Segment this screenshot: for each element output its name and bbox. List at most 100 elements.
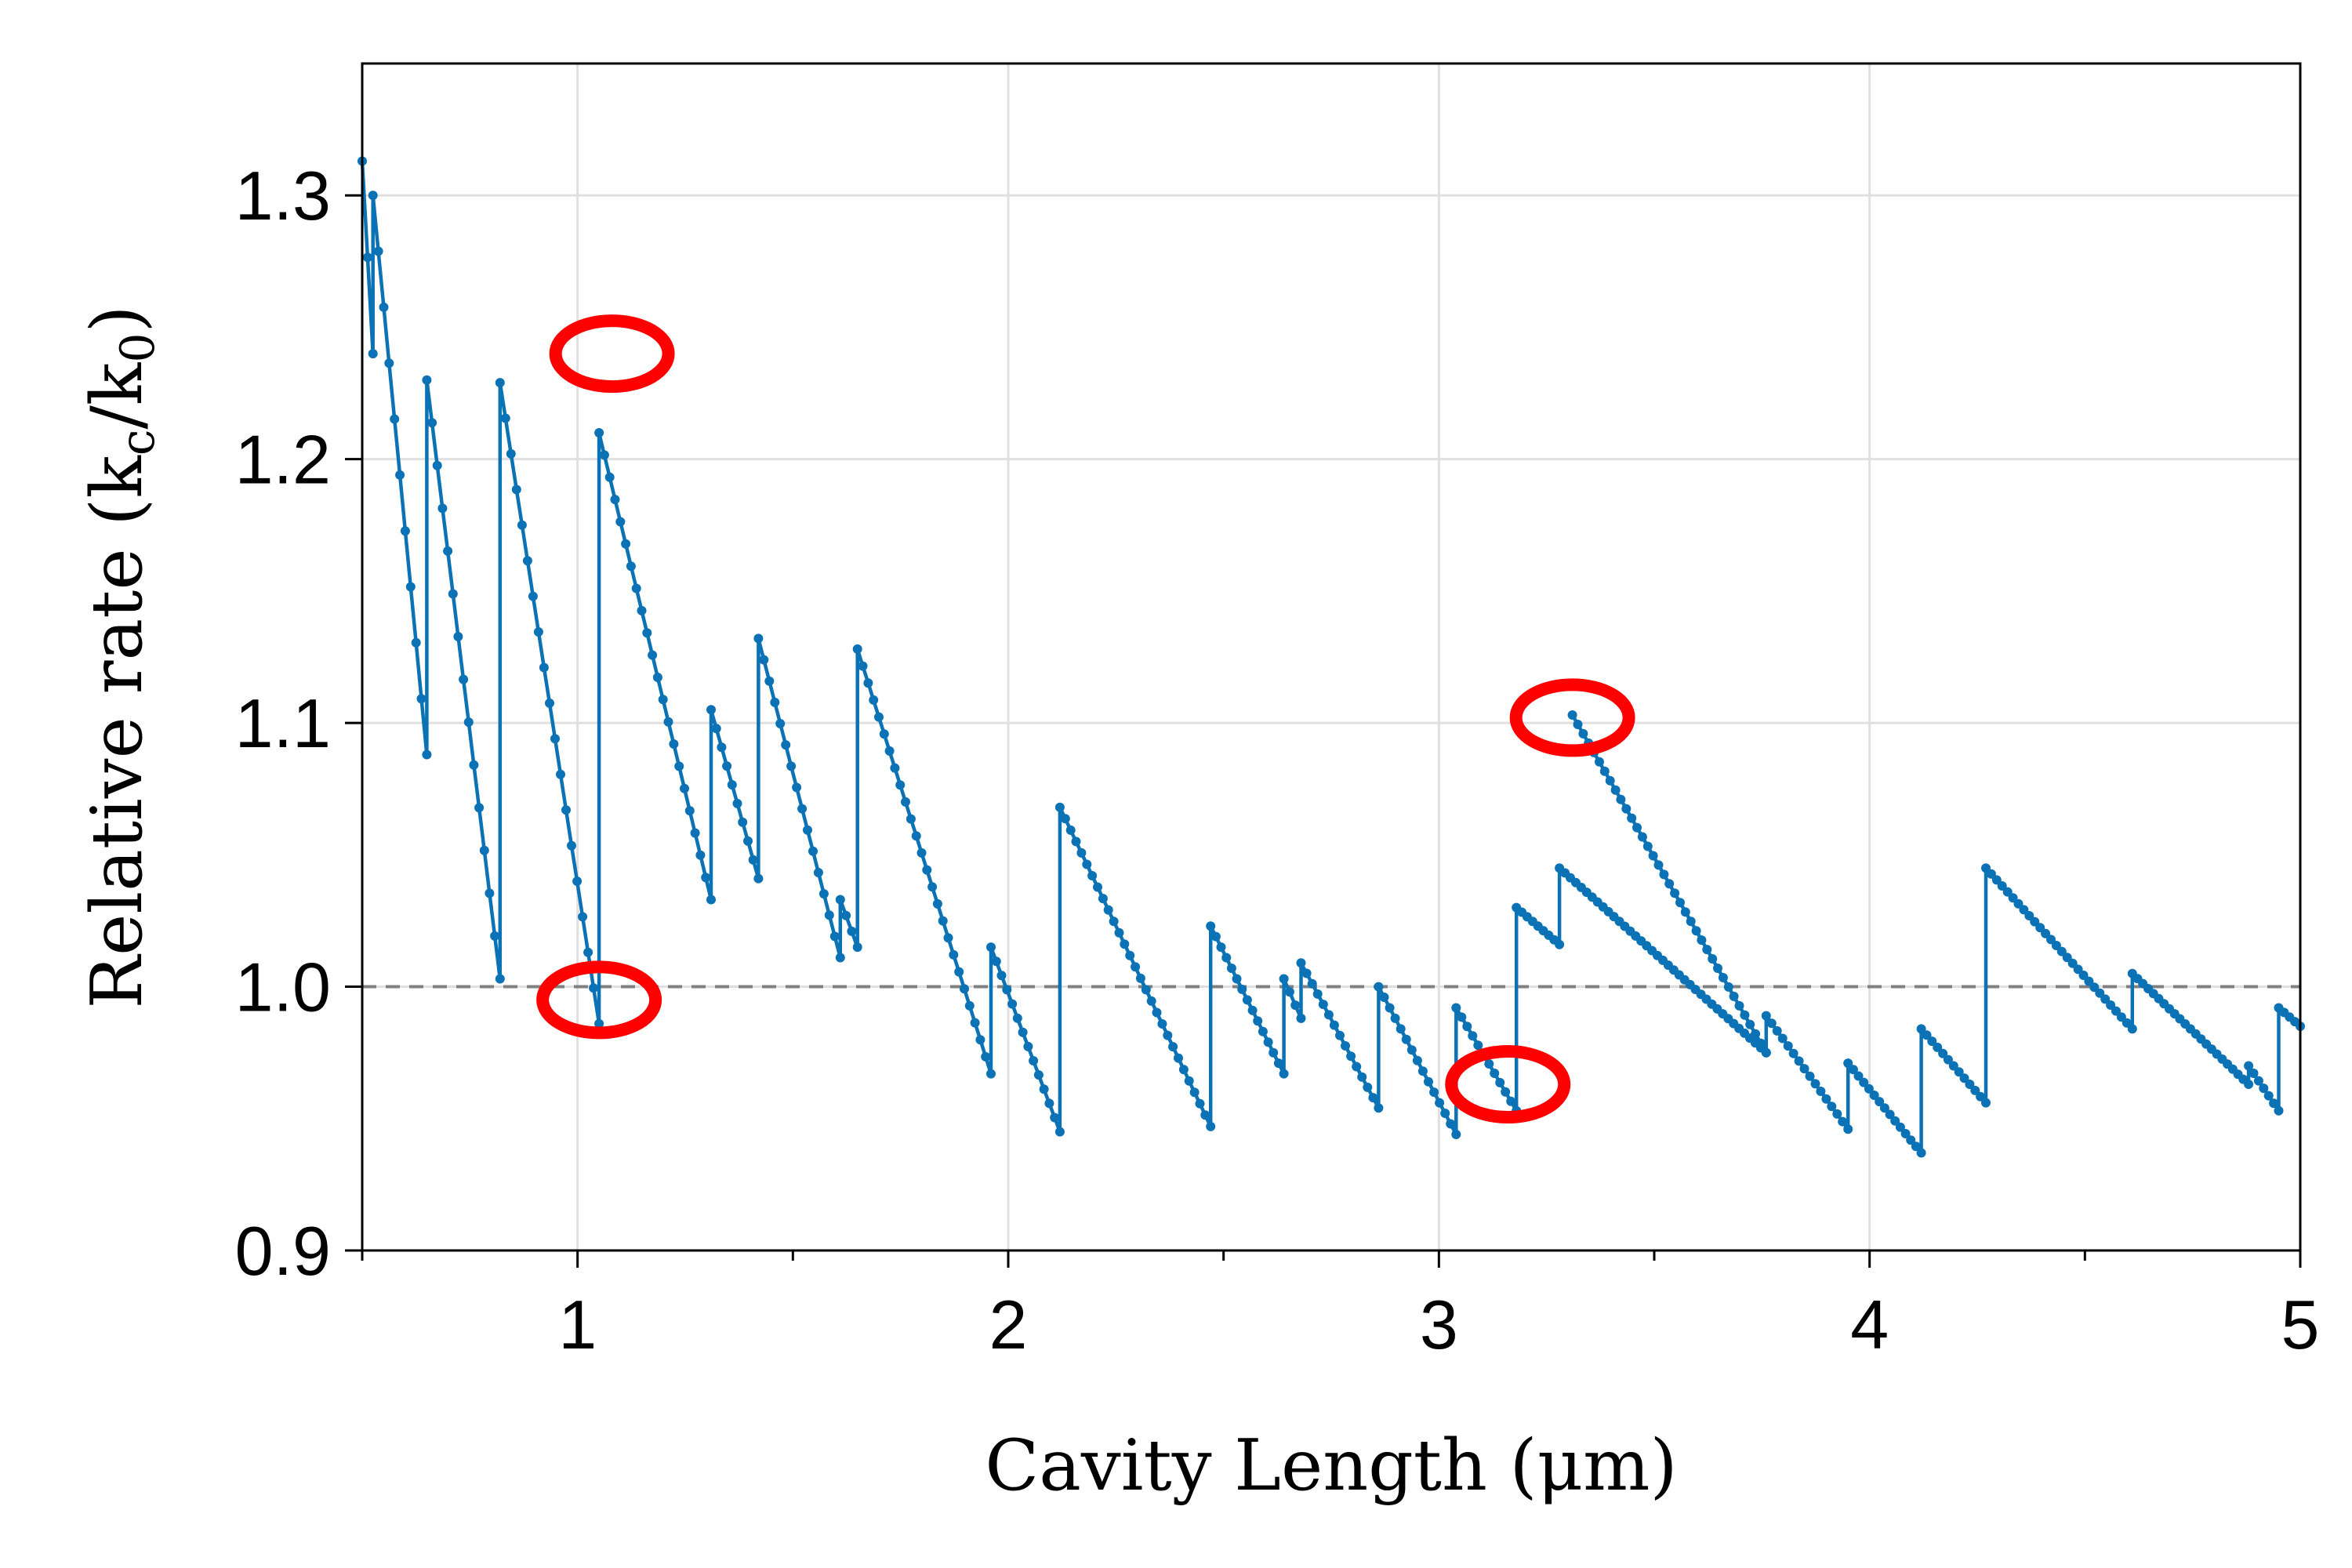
data-point xyxy=(1713,964,1722,973)
data-point xyxy=(517,520,527,530)
annotation-ellipse xyxy=(549,314,675,394)
data-point xyxy=(405,582,416,592)
data-point xyxy=(986,942,996,953)
data-point xyxy=(1273,1058,1283,1069)
data-point xyxy=(906,814,916,824)
data-point xyxy=(2244,1061,2254,1071)
data-point xyxy=(1691,926,1701,936)
data-point xyxy=(1417,1066,1428,1076)
data-point xyxy=(1621,804,1632,814)
data-point xyxy=(2100,994,2111,1004)
data-point xyxy=(711,724,721,734)
data-point xyxy=(1071,837,1081,847)
y-axis-label-end: ) xyxy=(76,305,158,332)
data-point xyxy=(1816,1087,1826,1096)
data-point xyxy=(674,761,684,771)
data-point xyxy=(1788,1048,1798,1058)
data-point xyxy=(1473,1040,1483,1051)
data-point xyxy=(1916,1148,1926,1158)
data-point xyxy=(764,676,775,686)
y-axis-label-sub-c: c xyxy=(111,430,165,456)
data-point xyxy=(1965,1080,1975,1089)
data-point xyxy=(583,947,593,957)
data-point xyxy=(863,678,873,688)
annotation-ellipse xyxy=(1445,1045,1571,1124)
data-point xyxy=(1195,1098,1205,1109)
data-point xyxy=(1869,1091,1879,1100)
data-point xyxy=(1885,1109,1895,1120)
data-point xyxy=(1093,882,1102,892)
data-point xyxy=(1761,1047,1771,1058)
data-point xyxy=(986,1069,996,1079)
y-axis-label-sub-0: 0 xyxy=(111,332,165,362)
data-point xyxy=(463,717,474,728)
data-point xyxy=(1296,1013,1306,1023)
data-point xyxy=(1247,1005,1258,1015)
data-point xyxy=(1065,825,1076,835)
data-point xyxy=(1879,1103,1889,1113)
data-point xyxy=(1506,1096,1516,1106)
data-point xyxy=(1697,935,1707,946)
data-point xyxy=(459,674,469,684)
data-point xyxy=(395,470,405,480)
ticks: 1 2 3 4 5 0.9 1.0 1.1 1.2 1.3 xyxy=(235,157,2320,1363)
data-point xyxy=(1307,978,1317,989)
data-point xyxy=(652,673,662,682)
data-point xyxy=(2263,1091,2274,1101)
data-point xyxy=(835,895,845,905)
data-point xyxy=(561,805,571,815)
data-point xyxy=(684,806,695,816)
data-point xyxy=(1054,1127,1065,1137)
data-point xyxy=(727,780,737,789)
data-point xyxy=(1301,968,1312,978)
data-point xyxy=(695,850,706,860)
data-point xyxy=(738,817,748,827)
data-point xyxy=(1772,1025,1782,1036)
data-point xyxy=(1599,766,1610,776)
data-point xyxy=(1718,973,1728,982)
data-point xyxy=(1637,832,1647,842)
annotations xyxy=(536,314,1635,1124)
data-point xyxy=(631,583,641,593)
data-point xyxy=(1007,999,1018,1009)
data-point xyxy=(511,485,521,495)
data-point xyxy=(1210,931,1221,942)
x-tick-label: 1 xyxy=(558,1286,597,1363)
data-point xyxy=(1970,1085,1980,1095)
data-point xyxy=(1745,1019,1755,1029)
data-point xyxy=(748,855,758,865)
data-point xyxy=(2111,1006,2121,1016)
data-point xyxy=(2056,946,2067,956)
data-point xyxy=(1082,859,1092,869)
data-point xyxy=(2073,964,2083,975)
data-point xyxy=(1312,989,1323,999)
data-point xyxy=(1174,1053,1183,1063)
data-point xyxy=(2008,893,2018,903)
data-point xyxy=(1838,1116,1848,1127)
data-point xyxy=(1627,813,1637,823)
data-point xyxy=(621,539,631,549)
data-point xyxy=(916,848,927,858)
data-point xyxy=(1446,1119,1456,1129)
data-point xyxy=(506,448,516,459)
data-point xyxy=(901,797,910,807)
data-point xyxy=(594,428,604,437)
data-point xyxy=(1659,869,1669,880)
data-point xyxy=(1766,1018,1777,1029)
data-point xyxy=(2274,1105,2284,1116)
data-point xyxy=(1832,1109,1842,1119)
data-point xyxy=(368,191,378,201)
data-point xyxy=(2051,941,2061,950)
data-point xyxy=(949,949,959,960)
data-point xyxy=(1279,1069,1289,1079)
data-point xyxy=(1827,1102,1837,1112)
data-point xyxy=(1098,894,1108,904)
data-point xyxy=(1664,879,1675,889)
data-point xyxy=(970,1018,980,1028)
data-point xyxy=(1406,1045,1417,1055)
data-point xyxy=(1708,954,1718,964)
data-point xyxy=(1125,950,1135,960)
data-point xyxy=(1263,1037,1273,1047)
data-point xyxy=(852,644,862,654)
data-point xyxy=(1922,1030,1932,1040)
